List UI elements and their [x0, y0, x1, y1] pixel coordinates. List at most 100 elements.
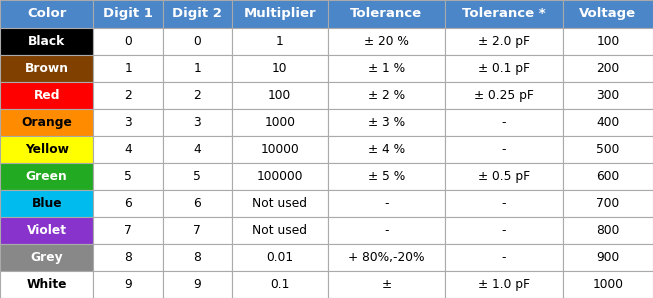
- Text: 700: 700: [596, 197, 620, 210]
- Text: 7: 7: [193, 224, 201, 237]
- Bar: [232, 271, 328, 298]
- Text: 400: 400: [596, 116, 620, 129]
- Text: 1: 1: [193, 62, 201, 75]
- Bar: [563, 109, 653, 136]
- Bar: [0, 136, 93, 163]
- Text: 1000: 1000: [264, 116, 295, 129]
- Text: + 80%,-20%: + 80%,-20%: [348, 251, 424, 264]
- Text: ± 0.1 pF: ± 0.1 pF: [478, 62, 530, 75]
- Text: 9: 9: [124, 278, 132, 291]
- Bar: [563, 190, 653, 217]
- Bar: [163, 217, 232, 244]
- Text: 1: 1: [276, 35, 283, 48]
- Text: Blue: Blue: [31, 197, 62, 210]
- Bar: [445, 190, 563, 217]
- Text: 1000: 1000: [592, 278, 624, 291]
- Bar: [93, 0, 163, 28]
- Bar: [563, 163, 653, 190]
- Bar: [163, 271, 232, 298]
- Bar: [232, 136, 328, 163]
- Text: Yellow: Yellow: [25, 143, 69, 156]
- Text: -: -: [502, 251, 506, 264]
- Text: 6: 6: [124, 197, 132, 210]
- Text: 0.01: 0.01: [266, 251, 293, 264]
- Text: Tolerance: Tolerance: [351, 7, 422, 20]
- Text: Not used: Not used: [252, 224, 308, 237]
- Text: Violet: Violet: [27, 224, 67, 237]
- Text: -: -: [502, 143, 506, 156]
- Text: Color: Color: [27, 7, 67, 20]
- Bar: [232, 55, 328, 82]
- Bar: [328, 271, 445, 298]
- Text: 10000: 10000: [261, 143, 299, 156]
- Bar: [163, 28, 232, 55]
- Bar: [0, 271, 93, 298]
- Text: -: -: [502, 224, 506, 237]
- Text: ± 4 %: ± 4 %: [368, 143, 405, 156]
- Text: 9: 9: [193, 278, 201, 291]
- Bar: [0, 217, 93, 244]
- Bar: [445, 28, 563, 55]
- Bar: [93, 109, 163, 136]
- Text: 300: 300: [596, 89, 620, 102]
- Text: 4: 4: [124, 143, 132, 156]
- Text: 900: 900: [596, 251, 620, 264]
- Bar: [328, 163, 445, 190]
- Bar: [93, 190, 163, 217]
- Text: White: White: [27, 278, 67, 291]
- Text: ± 0.25 pF: ± 0.25 pF: [474, 89, 534, 102]
- Text: 4: 4: [193, 143, 201, 156]
- Text: ± 1 %: ± 1 %: [368, 62, 405, 75]
- Text: Tolerance *: Tolerance *: [462, 7, 546, 20]
- Bar: [93, 163, 163, 190]
- Bar: [163, 109, 232, 136]
- Text: 100000: 100000: [257, 170, 303, 183]
- Text: 0: 0: [193, 35, 201, 48]
- Text: 2: 2: [124, 89, 132, 102]
- Text: Voltage: Voltage: [579, 7, 637, 20]
- Bar: [563, 28, 653, 55]
- Bar: [163, 244, 232, 271]
- Bar: [445, 55, 563, 82]
- Text: 200: 200: [596, 62, 620, 75]
- Text: ± 0.5 pF: ± 0.5 pF: [478, 170, 530, 183]
- Text: 600: 600: [596, 170, 620, 183]
- Bar: [445, 109, 563, 136]
- Bar: [163, 190, 232, 217]
- Bar: [445, 217, 563, 244]
- Text: -: -: [502, 116, 506, 129]
- Bar: [563, 82, 653, 109]
- Bar: [93, 28, 163, 55]
- Bar: [328, 190, 445, 217]
- Text: Black: Black: [28, 35, 65, 48]
- Bar: [232, 244, 328, 271]
- Text: ± 5 %: ± 5 %: [368, 170, 405, 183]
- Text: Orange: Orange: [22, 116, 72, 129]
- Text: 6: 6: [193, 197, 201, 210]
- Bar: [232, 190, 328, 217]
- Text: ± 1.0 pF: ± 1.0 pF: [478, 278, 530, 291]
- Bar: [0, 109, 93, 136]
- Text: 500: 500: [596, 143, 620, 156]
- Text: ± 2.0 pF: ± 2.0 pF: [478, 35, 530, 48]
- Bar: [328, 136, 445, 163]
- Text: 100: 100: [268, 89, 291, 102]
- Bar: [445, 82, 563, 109]
- Bar: [563, 271, 653, 298]
- Bar: [445, 244, 563, 271]
- Bar: [0, 28, 93, 55]
- Bar: [93, 271, 163, 298]
- Bar: [0, 55, 93, 82]
- Bar: [163, 55, 232, 82]
- Bar: [445, 0, 563, 28]
- Text: -: -: [384, 224, 389, 237]
- Bar: [0, 0, 93, 28]
- Bar: [232, 0, 328, 28]
- Bar: [0, 82, 93, 109]
- Bar: [328, 244, 445, 271]
- Bar: [93, 136, 163, 163]
- Bar: [445, 271, 563, 298]
- Bar: [93, 244, 163, 271]
- Text: 10: 10: [272, 62, 287, 75]
- Bar: [232, 163, 328, 190]
